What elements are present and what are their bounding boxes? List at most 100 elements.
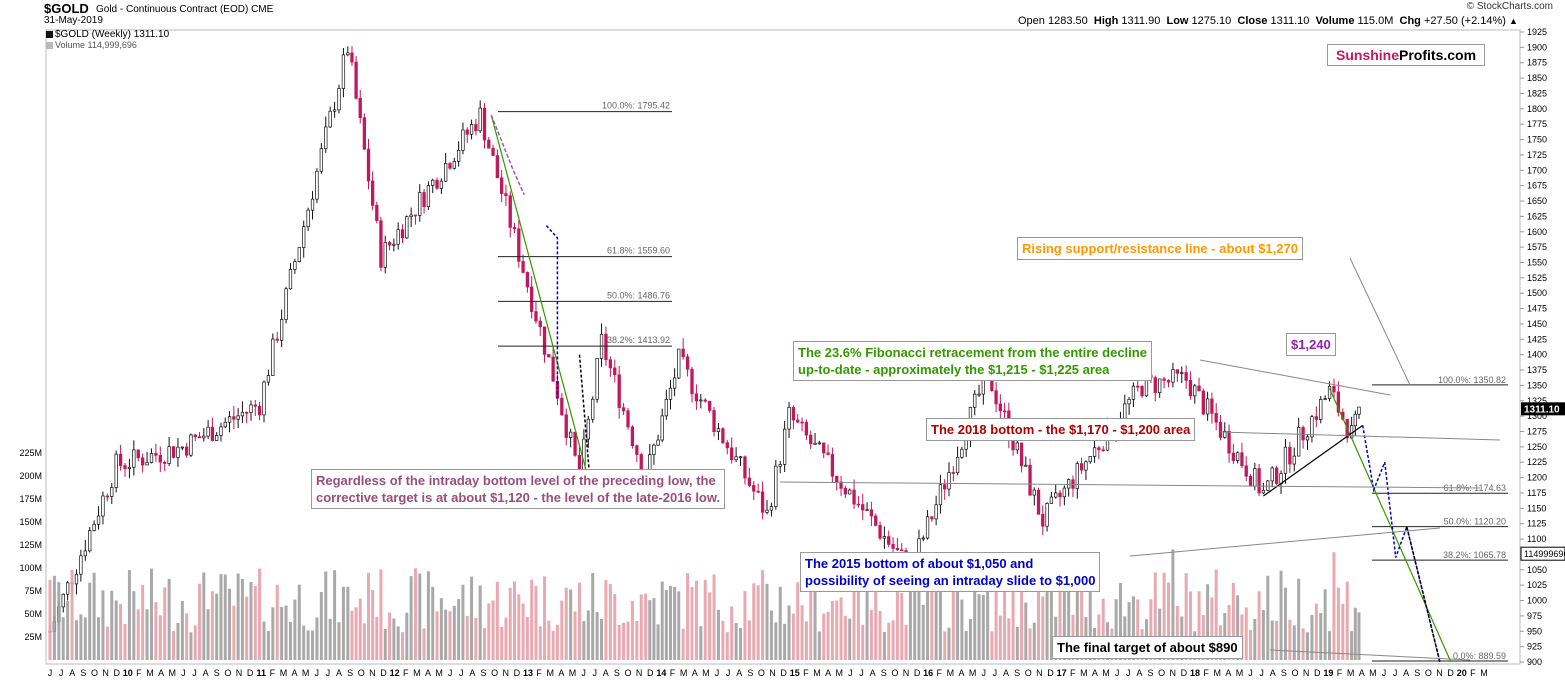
y-tick-label-1300: 1300 (1527, 411, 1547, 421)
price-bar-body-157 (730, 447, 734, 461)
x-tick-label-15: S (214, 668, 220, 678)
volume-bar-49 (262, 621, 266, 660)
volume-bar-154 (716, 609, 720, 660)
y-tick-label-1325: 1325 (1527, 396, 1547, 406)
y-tick-label-1200: 1200 (1527, 473, 1547, 483)
x-tick-label-66: D (780, 668, 787, 678)
volume-bar-35 (202, 572, 206, 660)
x-tick-label-95: M (1102, 668, 1110, 678)
volume-bar-11 (97, 617, 101, 660)
x-tick-label-105: M (1213, 668, 1221, 678)
volume-bar-256 (1158, 608, 1162, 660)
price-bar-body-135 (635, 445, 639, 455)
price-bar-body-125 (591, 398, 595, 420)
price-bar-body-52 (275, 338, 279, 341)
volume-bar-46 (249, 582, 253, 660)
x-tick-label-18: D (247, 668, 254, 678)
volume-bar-158 (734, 623, 738, 660)
volume-bar-86 (422, 628, 426, 660)
x-tick-label-23: M (302, 668, 310, 678)
x-tick-label-51: S (614, 668, 620, 678)
volume-bar-110 (525, 617, 529, 660)
volume-bar-297 (1336, 587, 1340, 660)
volume-bar-300 (1350, 631, 1354, 660)
volume-bar-16 (119, 604, 123, 660)
volume-bar-156 (725, 632, 729, 660)
price-bar-body-51 (271, 338, 275, 376)
volume-bar-105 (504, 617, 508, 660)
volume-bar-294 (1323, 589, 1327, 660)
price-bar-body-47 (253, 404, 257, 407)
volume-bar-68 (346, 586, 350, 660)
volume-bar-210 (960, 599, 964, 660)
x-tick-label-49: J (592, 668, 597, 678)
y-tick-label-1400: 1400 (1527, 350, 1547, 360)
volume-bar-176 (813, 578, 817, 660)
price-bar-body-281 (1266, 480, 1270, 491)
volume-bar-219 (998, 615, 1002, 660)
price-bar-body-63 (324, 126, 328, 149)
x-tick-label-88: O (1025, 668, 1032, 678)
volume-bar-28 (172, 631, 176, 660)
price-bar-body-193 (887, 536, 891, 545)
price-bar-body-167 (774, 465, 778, 507)
price-bar-body-77 (383, 242, 387, 268)
price-bar-body-147 (685, 356, 690, 370)
y-tick-label-1250: 1250 (1527, 442, 1547, 452)
price-bar-body-18 (127, 466, 132, 470)
price-bar-body-190 (874, 515, 878, 526)
price-bar-body-38 (215, 435, 219, 441)
x-tick-label-14: A (203, 668, 209, 678)
x-tick-label-21: M (280, 668, 288, 678)
volume-bar-84 (413, 568, 417, 660)
price-bar-body-60 (310, 198, 315, 211)
price-bar-body-233 (1058, 492, 1062, 498)
exchange-text: CME (251, 4, 274, 15)
price-bar-body-4 (65, 582, 70, 595)
volume-bar-9 (88, 582, 92, 660)
x-tick-label-64: O (758, 668, 765, 678)
y-tick-label-1050: 1050 (1527, 565, 1547, 575)
annotation-regardless-line2: corrective target is at about $1,120 - t… (316, 490, 721, 505)
volume-bar-187 (861, 624, 865, 660)
fib-left-label-2: 50.0%: 1486.76 (607, 290, 670, 300)
volume-bar-61 (315, 617, 319, 660)
x-tick-label-103: 18 (1190, 668, 1200, 678)
price-bar-body-21 (141, 457, 145, 466)
price-bar-body-169 (782, 428, 787, 465)
price-bar-body-171 (791, 407, 796, 421)
price-bar-body-267 (1205, 398, 1210, 415)
volume-bar-14 (110, 590, 114, 660)
low-value: 1275.10 (1191, 15, 1232, 27)
x-tick-label-117: M (1347, 668, 1355, 678)
price-bar-body-230 (1045, 503, 1049, 527)
volume-bar-286 (1288, 619, 1292, 660)
fib-left-label-0: 100.0%: 1795.42 (602, 101, 670, 111)
volume-bar-51 (271, 607, 275, 660)
price-bar-body-189 (869, 509, 874, 517)
volume-bar-164 (761, 570, 765, 660)
volume-bar-65 (333, 570, 337, 660)
volume-bar-251 (1136, 599, 1140, 660)
volume-bar-233 (1058, 586, 1062, 660)
volume-bar-116 (551, 630, 555, 660)
price-bar-body-206 (943, 484, 947, 490)
price-bar-body-28 (171, 446, 176, 458)
price-bar-body-41 (227, 416, 232, 423)
black-dashed-path-left (578, 354, 592, 487)
volume-bar-90 (439, 598, 443, 660)
price-bar-body-279 (1257, 468, 1261, 494)
price-bar-body-91 (444, 163, 448, 182)
volume-bar-37 (210, 591, 214, 660)
price-bar-body-231 (1049, 496, 1054, 504)
x-tick-label-31: 12 (390, 668, 400, 678)
volume-bar-206 (943, 631, 947, 660)
volume-bar-55 (288, 621, 292, 660)
x-tick-label-39: S (481, 668, 487, 678)
volume-bar-274 (1236, 595, 1240, 660)
x-tick-label-87: S (1014, 668, 1020, 678)
price-bar-body-177 (817, 442, 822, 445)
volume-bar-161 (747, 620, 751, 660)
volume-bar-167 (774, 622, 778, 660)
